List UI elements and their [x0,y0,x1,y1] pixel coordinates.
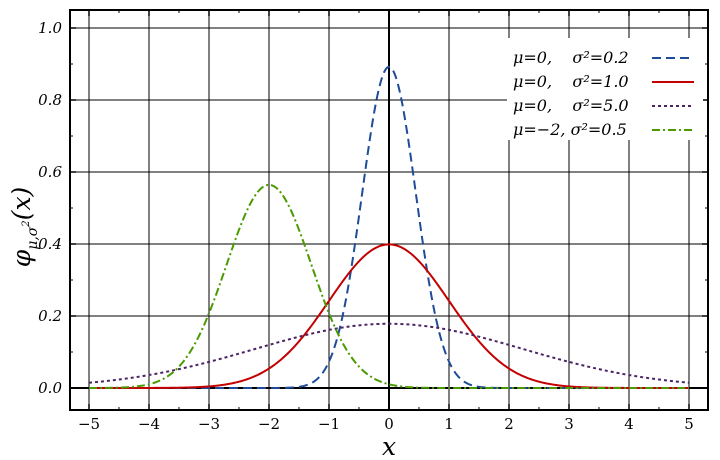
y-axis-title-tail: (x) [7,187,36,221]
x-tick-label: −3 [198,415,220,433]
x-tick-label: −5 [78,415,100,433]
x-tick-label: 1 [444,415,454,433]
y-axis-title-main: φ [7,249,36,267]
y-tick-label: 1.0 [38,19,62,37]
x-tick-label: 4 [624,415,634,433]
y-tick-label: 0.2 [38,307,62,325]
y-axis-title: φμ,σ2(x) [7,187,41,268]
legend-label: μ=0, σ²=0.2 [513,48,629,67]
x-tick-label: 3 [564,415,574,433]
y-axis-title-subscript: μ,σ [25,226,41,250]
legend: μ=0, σ²=0.2 μ=0, σ²=1.0 μ=0, σ²=5.0 μ=−2, σ… [507,38,703,140]
x-tick-label: 2 [504,415,514,433]
plot-frame [69,9,709,411]
y-tick-label: 0.6 [38,163,62,181]
y-tick-label: 0.0 [38,379,62,397]
legend-label: μ=0, σ²=5.0 [513,96,629,115]
ticks-layer: −5 −4 −3 −2 −1 0 1 2 3 4 5 0.0 0.2 0.4 0.6 0.8 1.0 [38,10,708,433]
y-tick-label: 0.4 [38,235,62,253]
legend-background [507,38,703,140]
legend-label: μ=−2, σ²=0.5 [513,120,627,139]
x-tick-label: 5 [684,415,694,433]
y-tick-label: 0.8 [38,91,62,109]
x-tick-label: −2 [258,415,280,433]
series-line-4 [89,183,689,389]
x-tick-label: −1 [318,415,340,433]
legend-label: μ=0, σ²=1.0 [513,72,629,91]
y-axis-title-superscript: 2 [21,220,32,227]
x-axis-title: x [382,432,396,460]
x-tick-label: 0 [384,415,394,433]
series-layer [88,65,690,389]
x-tick-label: −4 [138,415,160,433]
series-line-3 [88,322,690,384]
